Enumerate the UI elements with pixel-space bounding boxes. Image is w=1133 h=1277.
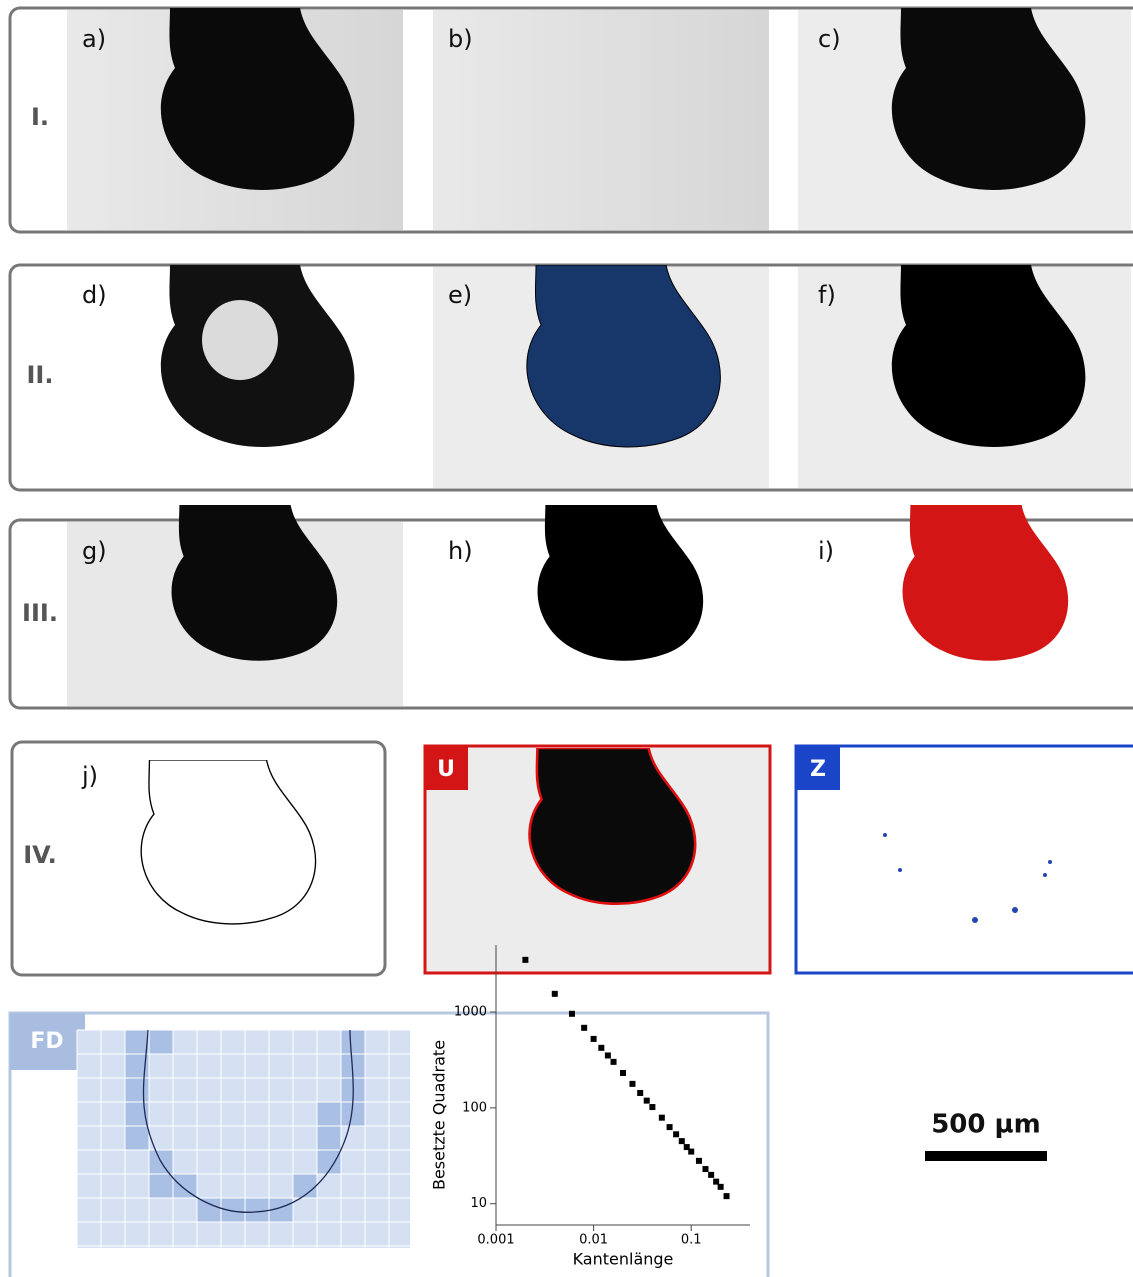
x-axis-label: Kantenlänge — [573, 1250, 674, 1269]
panel-label: i) — [818, 537, 834, 565]
point — [688, 1149, 694, 1155]
occupied-box — [149, 1174, 173, 1198]
point — [667, 1124, 673, 1130]
point — [598, 1045, 604, 1051]
box-grid — [77, 1030, 410, 1248]
row-frame — [12, 742, 385, 975]
scale-label: 500 µm — [931, 1110, 1041, 1140]
occupied-box — [173, 1174, 197, 1198]
image-frame — [796, 746, 1133, 973]
point — [552, 991, 558, 997]
y-tick-label: 10 — [470, 1196, 487, 1211]
panel-label: f) — [818, 281, 836, 309]
occupied-box — [125, 1030, 149, 1054]
occupied-box — [197, 1198, 221, 1222]
point — [620, 1070, 626, 1076]
panel-label: j) — [81, 762, 98, 790]
occupied-box — [221, 1198, 245, 1222]
row-label: III. — [22, 599, 58, 627]
badge-label: FD — [30, 1029, 63, 1054]
occupied-box — [125, 1126, 149, 1150]
x-tick-label: 0.001 — [477, 1233, 514, 1248]
row-label: II. — [27, 361, 54, 389]
panel-label: a) — [82, 25, 106, 53]
occupied-box — [149, 1030, 173, 1054]
point — [702, 1166, 708, 1172]
x-tick-label: 0.01 — [579, 1233, 608, 1248]
row-label: I. — [31, 103, 49, 131]
point — [569, 1011, 575, 1017]
bright-core — [202, 300, 278, 380]
y-axis-label: Besetzte Quadrate — [430, 1040, 449, 1190]
outline — [141, 760, 315, 924]
point — [605, 1052, 611, 1058]
occupied-box — [317, 1126, 341, 1150]
point — [644, 1098, 650, 1104]
spheroid — [538, 505, 704, 661]
point — [718, 1184, 724, 1190]
point — [713, 1179, 719, 1185]
occupied-box — [317, 1102, 341, 1126]
point — [637, 1090, 643, 1096]
point — [581, 1025, 587, 1031]
point — [522, 957, 528, 963]
panel-label: g) — [82, 537, 107, 565]
occupied-box — [341, 1030, 365, 1054]
point — [708, 1172, 714, 1178]
point — [591, 1036, 597, 1042]
badge-label: Z — [810, 757, 826, 782]
point — [696, 1158, 702, 1164]
occupied-box — [125, 1078, 149, 1102]
panel-label: b) — [448, 25, 473, 53]
point — [629, 1081, 635, 1087]
y-tick-label: 100 — [462, 1100, 487, 1115]
occupied-box — [245, 1198, 269, 1222]
point — [611, 1059, 617, 1065]
point — [659, 1115, 665, 1121]
panel-label: d) — [82, 281, 107, 309]
panel-label: e) — [448, 281, 472, 309]
spheroid — [903, 505, 1069, 661]
point — [724, 1193, 730, 1199]
scale-bar — [925, 1151, 1047, 1161]
badge-label: U — [437, 757, 455, 782]
row-label: IV. — [23, 841, 57, 869]
x-tick-label: 0.1 — [681, 1233, 702, 1248]
point — [649, 1104, 655, 1110]
figure: 500 µm I. II. III. IV. a) b) c) d) e) f) g) h) i) j) U… — [0, 0, 1133, 1277]
chart: 0.001 0.01 0.1 10 100 1000 Kantenlänge Besetzte… — [430, 945, 751, 1269]
y-tick-label: 1000 — [454, 1005, 487, 1020]
panel-label: h) — [448, 537, 473, 565]
panel-label: c) — [818, 25, 841, 53]
image — [433, 10, 769, 230]
point — [679, 1138, 685, 1144]
point — [673, 1131, 679, 1137]
